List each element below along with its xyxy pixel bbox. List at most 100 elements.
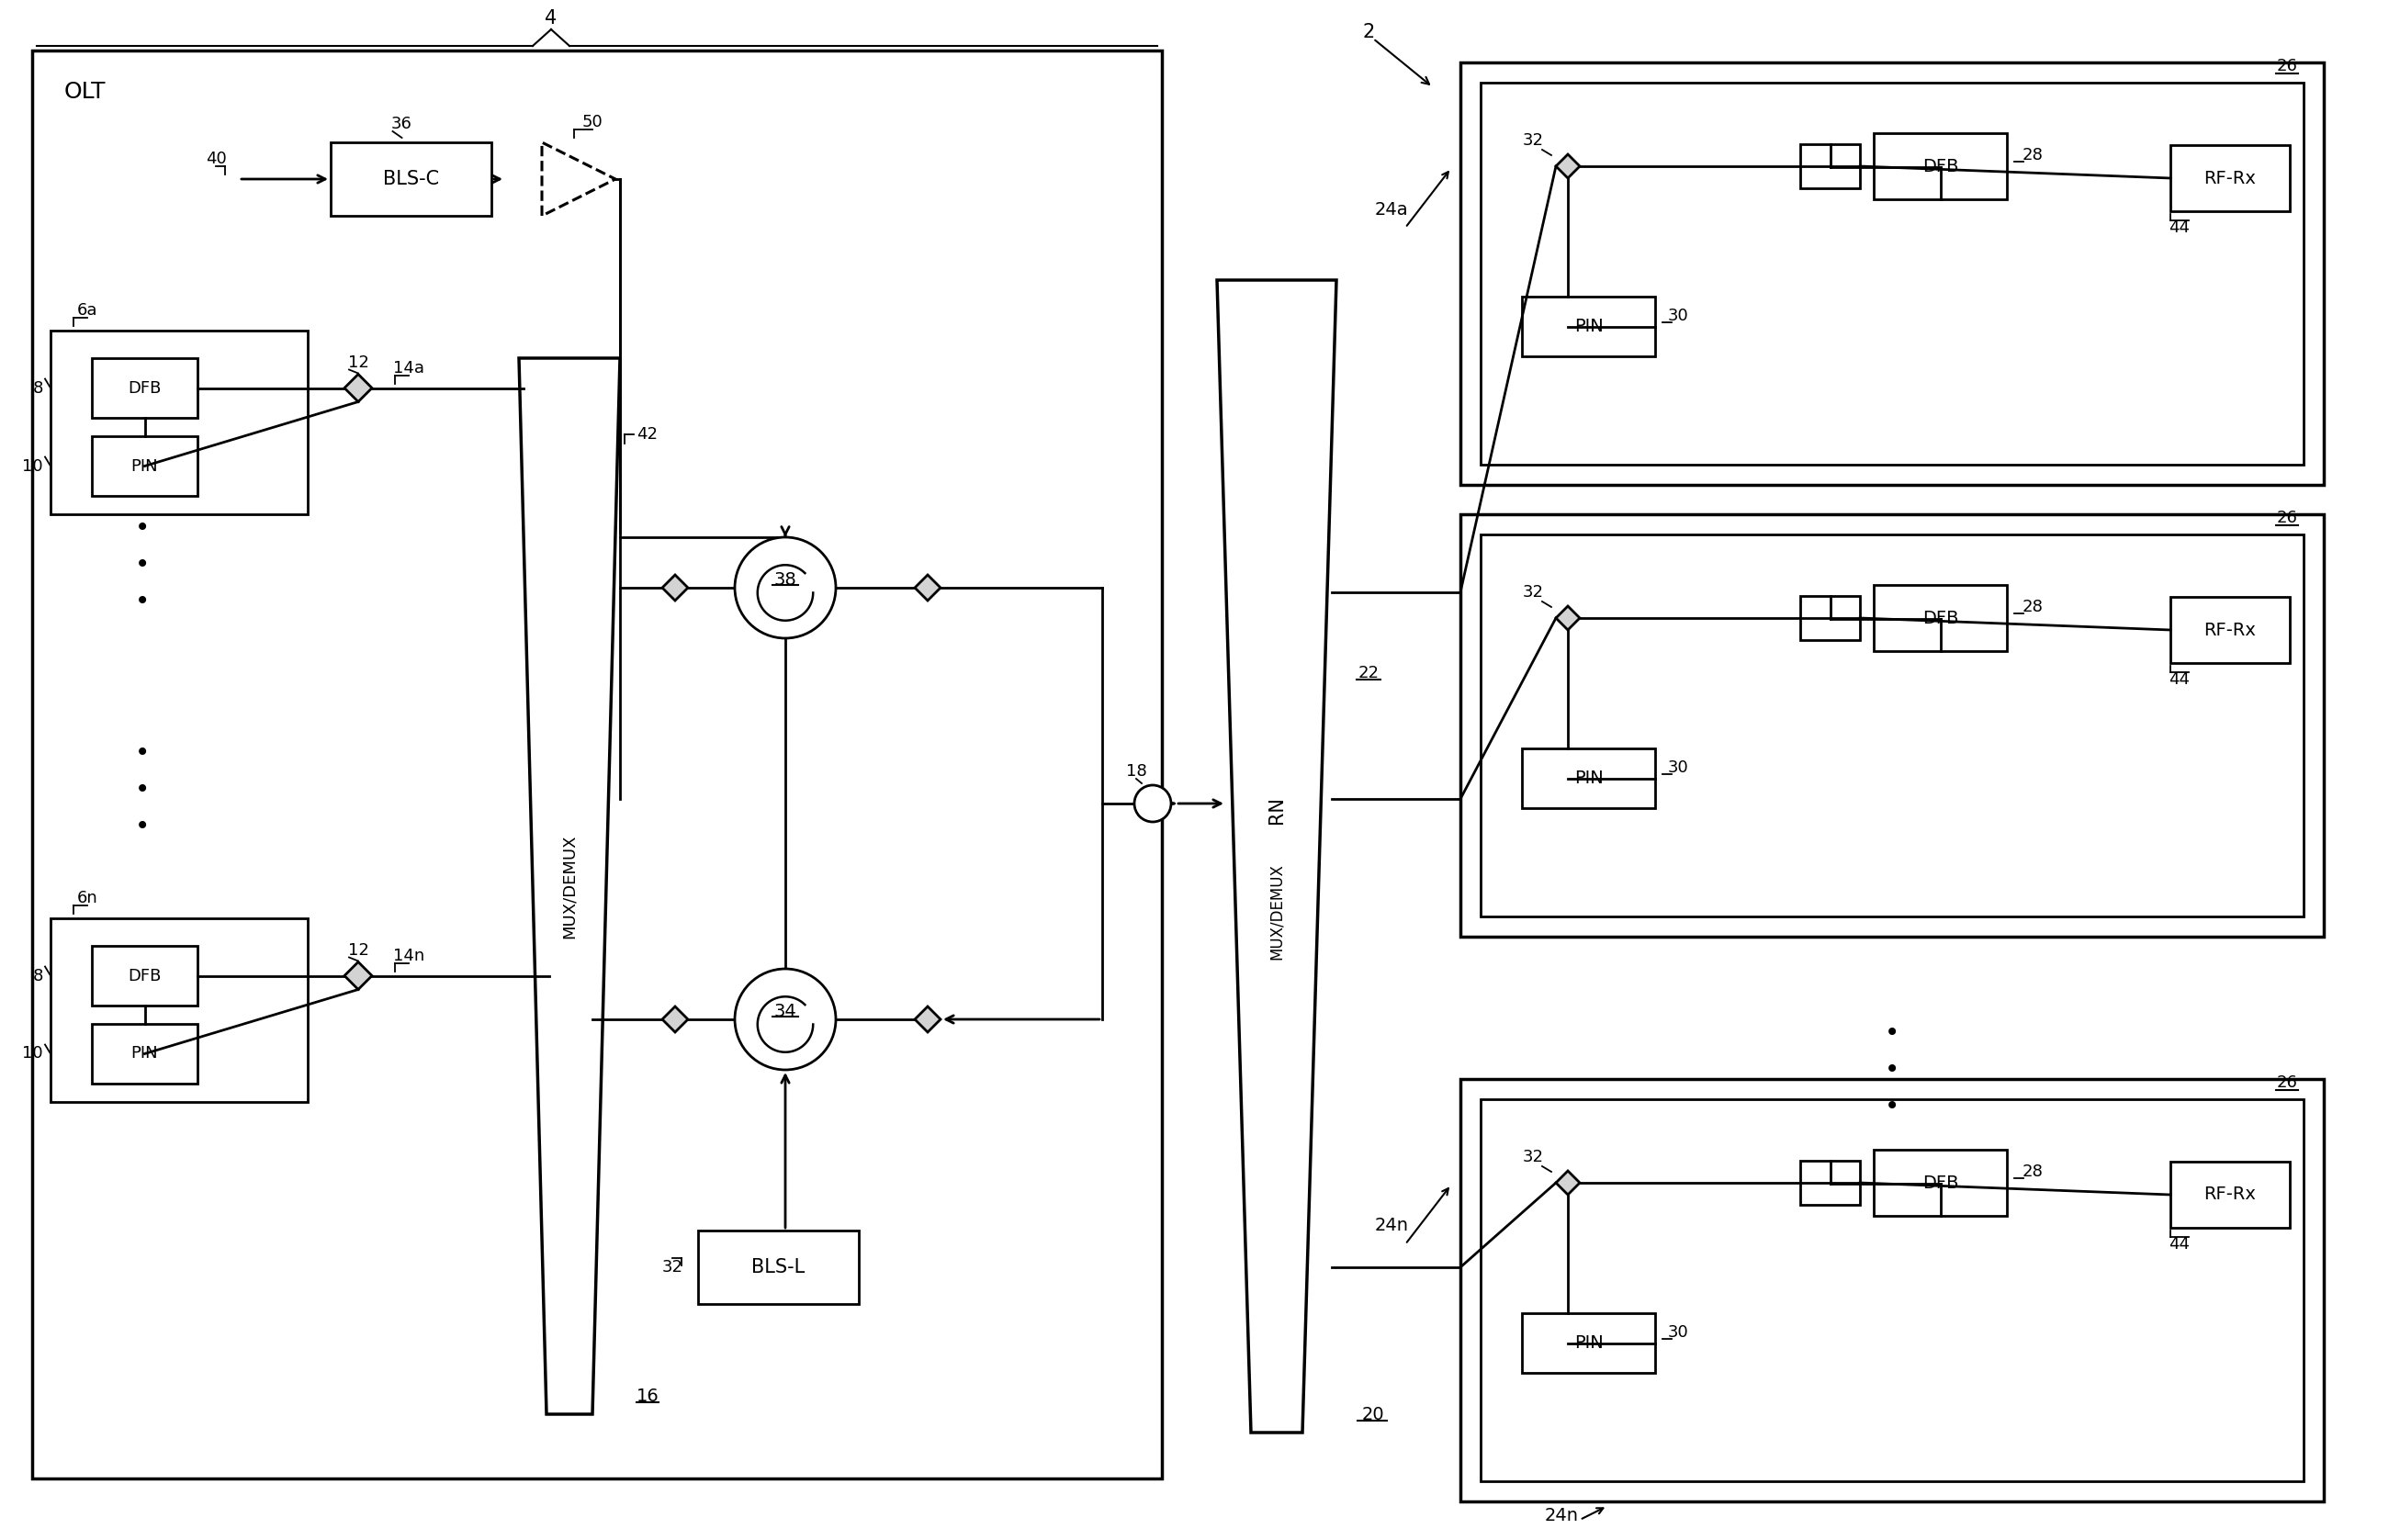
Text: DFB: DFB [1922,610,1958,627]
Polygon shape [662,1007,689,1032]
FancyBboxPatch shape [698,1230,859,1304]
FancyBboxPatch shape [50,331,307,514]
Circle shape [734,969,835,1070]
Text: 44: 44 [2170,220,2191,236]
Text: 44: 44 [2170,1237,2191,1252]
Text: 4: 4 [545,9,557,28]
FancyBboxPatch shape [1459,1080,2323,1502]
FancyBboxPatch shape [91,359,197,417]
Text: DFB: DFB [1922,1173,1958,1192]
Text: 38: 38 [773,571,797,588]
Text: 8: 8 [34,380,43,396]
FancyBboxPatch shape [1874,132,2006,199]
Polygon shape [662,574,689,601]
Text: PIN: PIN [1574,317,1603,336]
Text: •: • [134,588,149,614]
Text: 12: 12 [348,354,370,371]
FancyBboxPatch shape [1874,1150,2006,1217]
Text: 6n: 6n [77,890,98,907]
FancyBboxPatch shape [91,436,197,496]
Polygon shape [1555,154,1579,179]
Text: PIN: PIN [1574,770,1603,787]
Text: 36: 36 [391,115,413,132]
Text: •: • [134,776,149,802]
FancyBboxPatch shape [2170,145,2290,211]
Circle shape [1135,785,1171,822]
Text: RF-Rx: RF-Rx [2203,1186,2256,1203]
FancyBboxPatch shape [1522,297,1656,356]
FancyBboxPatch shape [1481,1100,2304,1481]
FancyBboxPatch shape [1800,596,1860,641]
FancyBboxPatch shape [1800,1161,1860,1204]
Text: 12: 12 [348,942,370,958]
Text: PIN: PIN [132,1046,158,1063]
Text: PIN: PIN [132,457,158,474]
Text: OLT: OLT [65,80,106,103]
Polygon shape [914,574,941,601]
Text: MUX/DEMUX: MUX/DEMUX [562,835,578,938]
Text: 32: 32 [1522,1149,1543,1166]
Text: 22: 22 [1358,664,1380,681]
Text: 34: 34 [773,1003,797,1021]
Text: •: • [134,516,149,541]
Text: •: • [1884,1093,1898,1120]
Text: 26: 26 [2278,1075,2297,1090]
Text: 26: 26 [2278,510,2297,527]
Text: 50: 50 [581,114,602,131]
Text: 14n: 14n [394,947,425,964]
FancyBboxPatch shape [1800,145,1860,188]
Text: 20: 20 [1361,1406,1385,1423]
Polygon shape [346,962,372,990]
FancyBboxPatch shape [1522,1314,1656,1372]
FancyBboxPatch shape [1874,585,2006,651]
Text: DFB: DFB [127,967,161,984]
Polygon shape [1555,607,1579,630]
Text: 6a: 6a [77,302,98,319]
Text: 16: 16 [636,1388,660,1404]
Text: PIN: PIN [1574,1334,1603,1352]
Text: •: • [134,741,149,765]
FancyBboxPatch shape [91,946,197,1006]
FancyBboxPatch shape [1522,748,1656,808]
Text: RN: RN [1267,796,1286,824]
Text: 24a: 24a [1375,200,1409,219]
Text: 10: 10 [22,457,43,474]
FancyBboxPatch shape [1481,534,2304,916]
FancyBboxPatch shape [331,142,492,216]
FancyBboxPatch shape [91,1024,197,1084]
FancyBboxPatch shape [31,51,1162,1478]
Text: 32: 32 [1522,584,1543,601]
FancyBboxPatch shape [1459,63,2323,485]
Text: 42: 42 [636,425,658,442]
Text: •: • [1884,1056,1898,1083]
Text: 30: 30 [1668,1324,1690,1340]
Text: DFB: DFB [127,380,161,396]
Text: 28: 28 [2023,599,2042,616]
Text: 40: 40 [206,151,226,168]
Text: 18: 18 [1126,764,1147,779]
Polygon shape [346,374,372,402]
Text: RF-Rx: RF-Rx [2203,169,2256,186]
Text: •: • [134,813,149,839]
Text: •: • [134,551,149,578]
Text: 44: 44 [2170,671,2191,688]
Text: 8: 8 [34,967,43,984]
Text: 32: 32 [662,1260,684,1275]
FancyBboxPatch shape [2170,598,2290,664]
Text: 14a: 14a [394,359,425,376]
FancyBboxPatch shape [50,918,307,1103]
Text: 32: 32 [1522,132,1543,149]
Text: 26: 26 [2278,59,2297,74]
Text: RF-Rx: RF-Rx [2203,621,2256,639]
Text: 28: 28 [2023,146,2042,163]
Text: •: • [1884,1019,1898,1046]
FancyBboxPatch shape [2170,1161,2290,1227]
Text: DFB: DFB [1922,157,1958,176]
FancyBboxPatch shape [1481,83,2304,465]
Text: BLS-C: BLS-C [384,169,439,188]
Text: 2: 2 [1363,23,1375,42]
Circle shape [734,537,835,638]
Polygon shape [1555,1170,1579,1195]
Text: 24n: 24n [1546,1506,1579,1525]
Text: 30: 30 [1668,759,1690,776]
